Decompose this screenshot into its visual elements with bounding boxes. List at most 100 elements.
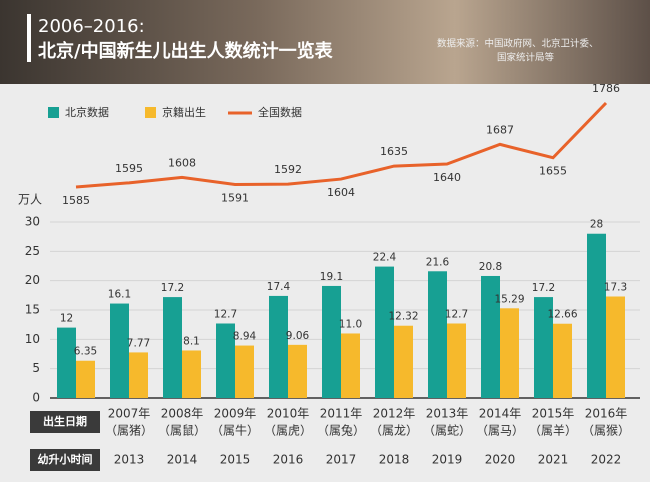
data-label: 21.6 [426, 256, 450, 268]
x-tick-note: （属龙） [370, 424, 418, 438]
chart-subtitle: 北京/中国新生儿出生人数统计一览表 [38, 40, 334, 62]
bar [129, 352, 148, 398]
legend-label: 北京数据 [65, 105, 109, 119]
y-tick-label: 20 [25, 273, 40, 287]
x-tick-label: 2016年 [585, 407, 628, 421]
data-label: 1786 [592, 82, 620, 95]
data-label: 1591 [221, 191, 249, 204]
data-label: 20.8 [479, 261, 502, 273]
data-label: 1640 [433, 171, 461, 184]
x-tick-label: 2013年 [426, 407, 469, 421]
row-label: 出生日期 [43, 414, 87, 428]
bar [216, 323, 235, 398]
school-entry: 2014 [167, 453, 198, 467]
y-tick-label: 5 [32, 361, 40, 375]
bar [322, 285, 341, 398]
x-tick-label: 2010年 [267, 407, 310, 421]
legend-label: 全国数据 [258, 105, 302, 119]
source: 国家统计局等 [497, 52, 555, 64]
y-tick-label: 30 [25, 215, 40, 229]
x-tick-note: （属马） [476, 424, 524, 438]
data-label: 12.32 [388, 311, 418, 323]
bar [375, 266, 394, 398]
row-label-box [30, 449, 100, 471]
source: 数据来源：中国政府网、北京卫计委、 [437, 38, 599, 50]
data-label: 16.1 [108, 289, 131, 301]
school-entry: 2022 [591, 453, 622, 467]
x-tick-note: （属猴） [582, 424, 630, 438]
school-entry: 2015 [220, 453, 251, 467]
data-label: 28 [590, 219, 603, 231]
x-tick-note: （属羊） [529, 423, 577, 438]
x-tick-label: 2015年 [532, 407, 575, 421]
data-label: 19.1 [320, 271, 343, 283]
legend-label: 京籍出生 [162, 105, 206, 119]
legend-swatch [145, 107, 156, 118]
y-tick-label: 0 [32, 391, 40, 405]
data-label: 1592 [274, 163, 302, 176]
data-label: 1604 [327, 186, 355, 199]
school-entry: 2019 [432, 453, 463, 467]
bar [57, 327, 76, 398]
data-label: 1608 [168, 156, 196, 169]
bar [76, 360, 95, 398]
data-label: 12 [60, 313, 73, 325]
row-label: 幼升小时间 [38, 452, 93, 466]
data-label: 11.0 [339, 318, 362, 330]
data-label: 8.94 [233, 331, 257, 343]
x-tick-label: 2007年 [108, 407, 151, 421]
header-photo [0, 0, 650, 84]
bar [534, 297, 553, 398]
bar [587, 233, 606, 398]
bar [341, 333, 360, 398]
data-label: 17.2 [532, 282, 555, 294]
data-label: 17.2 [161, 282, 184, 294]
data-label: 12.7 [445, 308, 468, 320]
x-tick-note: （属猪） [105, 424, 153, 438]
bar [235, 345, 254, 398]
school-entry: 2021 [538, 453, 569, 467]
bar [182, 350, 201, 398]
bar [428, 271, 447, 398]
x-tick-label: 2009年 [214, 407, 257, 421]
bar [288, 344, 307, 398]
data-label: 1585 [62, 194, 90, 207]
x-tick-note: （属虎） [264, 424, 312, 438]
bar [447, 323, 466, 398]
school-entry: 2013 [114, 453, 145, 467]
bar [606, 296, 625, 398]
x-tick-note: （属鼠） [158, 424, 206, 438]
title-bar [27, 14, 31, 62]
data-label: 12.66 [547, 309, 577, 321]
bar [163, 297, 182, 398]
data-label: 17.3 [604, 282, 627, 294]
data-label: 9.06 [286, 330, 310, 342]
legend-swatch [48, 107, 59, 118]
school-entry: 2020 [485, 453, 516, 467]
data-label: 17.4 [267, 281, 291, 293]
data-label: 1595 [115, 162, 143, 175]
data-label: 1655 [539, 165, 567, 178]
data-label: 22.4 [373, 252, 397, 264]
data-label: 6.35 [74, 346, 97, 358]
bar [481, 275, 500, 398]
x-tick-note: （属牛） [211, 423, 259, 438]
x-tick-label: 2008年 [161, 407, 204, 421]
x-tick-note: （属蛇） [423, 423, 471, 438]
data-label: 7.77 [127, 337, 150, 349]
line [75, 101, 608, 189]
y-tick-label: 15 [25, 303, 40, 317]
bar [269, 295, 288, 398]
x-tick-note: （属兔） [317, 423, 365, 438]
school-entry: 2016 [273, 453, 304, 467]
row-label-box [30, 411, 100, 433]
y-tick-label: 25 [25, 244, 40, 258]
data-label: 15.29 [494, 293, 524, 305]
y-tick-label: 10 [25, 332, 40, 346]
school-entry: 2018 [379, 453, 410, 467]
bar [553, 323, 572, 398]
data-label: 12.7 [214, 308, 237, 320]
bar [110, 303, 129, 398]
data-label: 1635 [380, 145, 408, 158]
x-tick-label: 2011年 [320, 407, 363, 421]
